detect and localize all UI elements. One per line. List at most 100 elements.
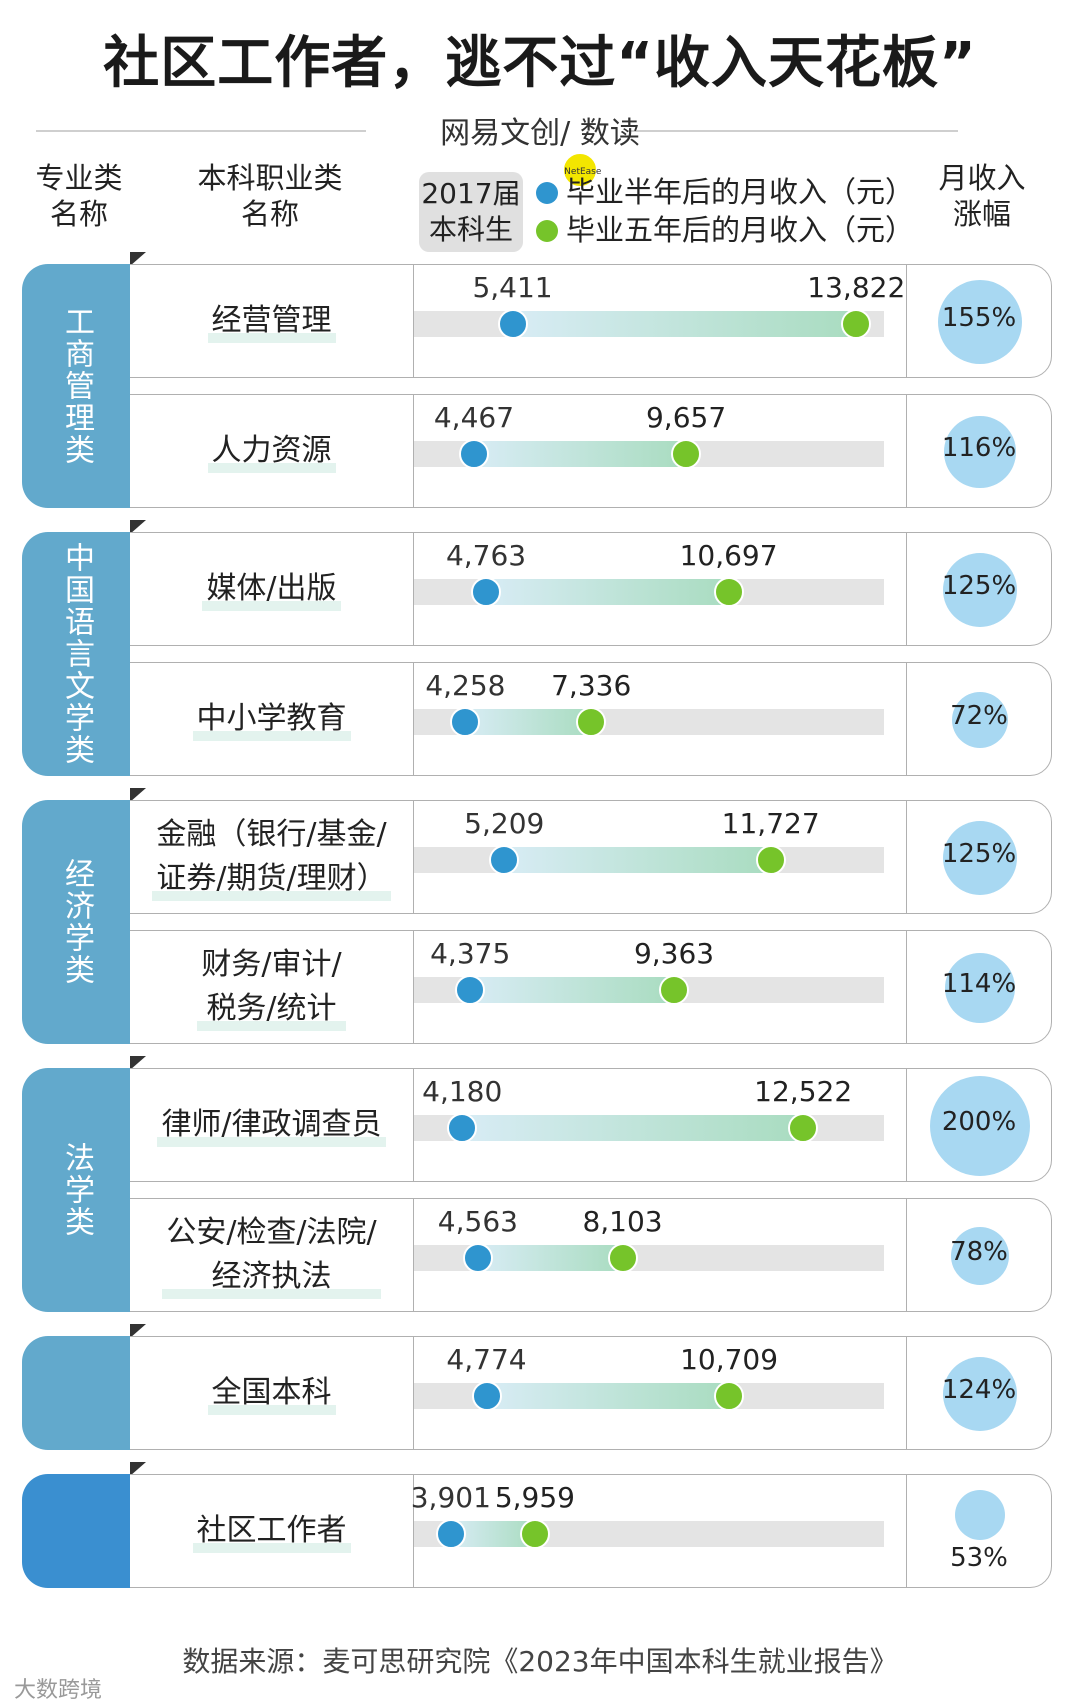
- header-growth-line1: 月收入: [938, 161, 1026, 195]
- job-name: 财务/审计/税务/统计: [130, 931, 413, 1043]
- five-year-value-label: 5,959: [494, 1481, 576, 1514]
- growth-percent: 155%: [941, 303, 1017, 333]
- header-major: 专业类 名称: [24, 160, 134, 232]
- income-gain-bar: [465, 709, 592, 735]
- header-job-line1: 本科职业类: [197, 161, 343, 195]
- income-bar-cell: 3,901 5,959: [410, 1474, 906, 1588]
- table-row: 媒体/出版 4,763 10,697 125%: [130, 532, 1052, 646]
- growth-bubble: [954, 1489, 1005, 1540]
- category-block: 工商管理类: [22, 264, 130, 508]
- half-year-value-label: 3,901: [410, 1481, 491, 1514]
- five-year-value-label: 7,336: [551, 669, 632, 702]
- category-label: 中国语言文学类: [59, 542, 94, 766]
- income-bar-cell: 5,411 13,822: [414, 264, 906, 378]
- growth-cell: 78%: [906, 1198, 1052, 1312]
- half-year-point: [447, 1113, 478, 1143]
- job-name: 公安/检查/法院/经济执法: [130, 1199, 413, 1311]
- half-year-value-label: 4,563: [437, 1205, 518, 1238]
- five-year-value-label: 8,103: [582, 1205, 663, 1238]
- job-name-text: 财务/审计/税务/统计: [197, 943, 346, 1031]
- growth-percent: 53%: [950, 1543, 1008, 1573]
- half-year-point: [450, 707, 481, 737]
- corner-triangle-icon: [130, 1462, 146, 1476]
- growth-cell: 125%: [906, 532, 1052, 646]
- half-year-value-label: 5,411: [472, 271, 553, 304]
- job-name-cell: 律师/律政调查员: [130, 1068, 414, 1182]
- legend-blue-dot-icon: [536, 182, 558, 204]
- growth-bubble: [944, 416, 1016, 488]
- job-name-text: 律师/律政调查员: [157, 1103, 386, 1147]
- job-name-cell: 媒体/出版: [130, 532, 414, 646]
- growth-percent: 78%: [950, 1237, 1008, 1267]
- table-row: 律师/律政调查员 4,180 12,522 200%: [130, 1068, 1052, 1182]
- growth-bubble: [930, 1076, 1030, 1176]
- job-name-text: 全国本科: [207, 1371, 336, 1415]
- brand-rule-right: [628, 130, 958, 132]
- five-year-point: [713, 577, 744, 607]
- growth-percent: 125%: [941, 571, 1017, 601]
- growth-percent: 72%: [950, 701, 1008, 731]
- brand-left: 网易文创: [440, 116, 561, 151]
- legend-half-year-label: 毕业半年后的月收入（元）: [566, 175, 915, 209]
- half-year-point: [462, 1243, 493, 1273]
- five-year-point: [788, 1113, 819, 1143]
- income-gain-bar: [504, 847, 771, 873]
- job-name-text: 金融（银行/基金/证券/期货/理财）: [152, 813, 391, 901]
- half-year-value-label: 4,375: [430, 937, 511, 970]
- half-year-point: [471, 1381, 502, 1411]
- half-year-value-label: 4,763: [445, 539, 527, 572]
- job-name: 金融（银行/基金/证券/期货/理财）: [130, 801, 413, 913]
- job-name-text: 媒体/出版: [202, 567, 341, 611]
- growth-cell: 125%: [906, 800, 1052, 914]
- table-row: 社区工作者 3,901 5,959 53%: [130, 1474, 1052, 1588]
- job-name: 人力资源: [130, 395, 413, 507]
- job-name-cell: 财务/审计/税务/统计: [130, 930, 414, 1044]
- income-bar-cell: 4,563 8,103: [414, 1198, 906, 1312]
- half-year-point: [435, 1519, 466, 1549]
- job-name-text: 经营管理: [207, 299, 336, 343]
- table-row: 人力资源 4,467 9,657 116%: [130, 394, 1052, 508]
- job-name-text: 公安/检查/法院/经济执法: [162, 1211, 381, 1299]
- growth-cell: 72%: [906, 662, 1052, 776]
- income-gain-bar: [473, 441, 687, 467]
- growth-bubble: [942, 552, 1018, 628]
- half-year-point: [489, 845, 520, 875]
- brand-right: / 数读: [560, 116, 640, 151]
- income-bar-cell: 5,209 11,727: [414, 800, 906, 914]
- category-label: 法学类: [59, 1142, 94, 1238]
- job-name-text: 人力资源: [207, 429, 336, 473]
- job-name-cell: 社区工作者: [130, 1474, 414, 1588]
- category-block: 法学类: [22, 1068, 130, 1312]
- half-year-point: [471, 577, 502, 607]
- income-bar-cell: 4,180 12,522: [414, 1068, 906, 1182]
- growth-bubble: [937, 279, 1023, 365]
- header-growth: 月收入 涨幅: [922, 160, 1042, 232]
- job-name: 全国本科: [130, 1337, 413, 1449]
- income-gain-bar: [477, 1245, 623, 1271]
- growth-bubble: [950, 1226, 1010, 1286]
- income-bar-cell: 4,467 9,657: [414, 394, 906, 508]
- cohort-line1: 2017届: [421, 177, 521, 210]
- five-year-value-label: 12,522: [754, 1075, 853, 1108]
- brand-rule-left: [36, 130, 366, 132]
- five-year-point: [755, 845, 786, 875]
- five-year-value-label: 11,727: [721, 807, 820, 840]
- five-year-point: [519, 1519, 550, 1549]
- table-row: 财务/审计/税务/统计 4,375 9,363 114%: [130, 930, 1052, 1044]
- legend-five-year: 毕业五年后的月收入（元）: [536, 212, 914, 248]
- growth-percent: 116%: [941, 433, 1017, 463]
- growth-percent: 200%: [941, 1107, 1017, 1137]
- growth-cell: 200%: [906, 1068, 1052, 1182]
- header-job: 本科职业类 名称: [170, 160, 370, 232]
- table-row: 金融（银行/基金/证券/期货/理财） 5,209 11,727 125%: [130, 800, 1052, 914]
- job-name-cell: 中小学教育: [130, 662, 414, 776]
- table-row: 中小学教育 4,258 7,336 72%: [130, 662, 1052, 776]
- half-year-value-label: 4,774: [446, 1343, 527, 1376]
- cohort-chip: 2017届 本科生: [419, 172, 523, 252]
- growth-bubble: [942, 1356, 1018, 1432]
- growth-bubble: [942, 820, 1018, 896]
- five-year-point: [607, 1243, 638, 1273]
- income-bar-cell: 4,774 10,709: [414, 1336, 906, 1450]
- legend-green-dot-icon: [536, 220, 558, 242]
- job-name: 律师/律政调查员: [130, 1069, 413, 1181]
